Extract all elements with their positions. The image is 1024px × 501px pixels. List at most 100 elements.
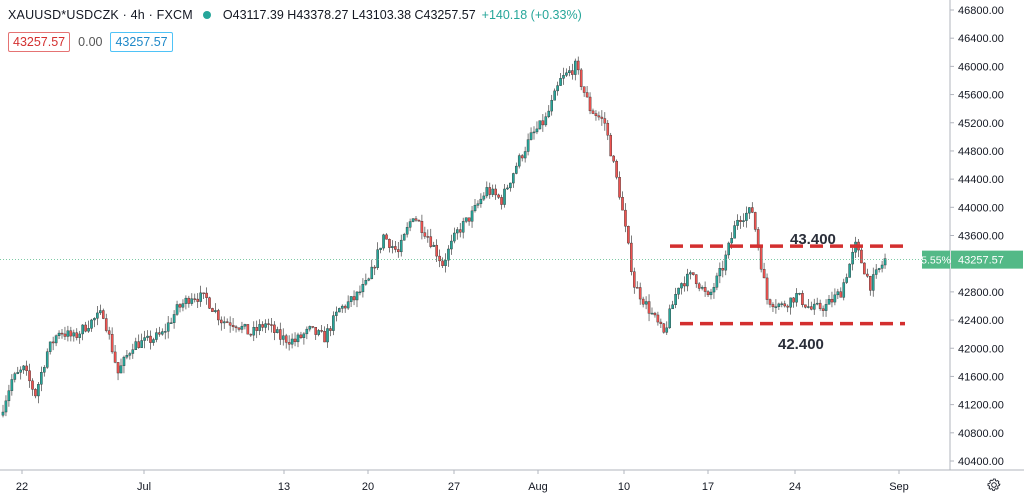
candle-body xyxy=(249,333,253,336)
spread-value: 0.00 xyxy=(78,35,103,49)
candle-body xyxy=(517,155,521,167)
candle-body xyxy=(323,331,326,343)
candle-body xyxy=(405,227,409,235)
candle-body xyxy=(320,330,323,332)
candle-body xyxy=(25,365,28,371)
time-tick-label: 24 xyxy=(789,481,801,493)
candle-body xyxy=(279,329,282,340)
candle-body xyxy=(618,177,621,198)
candle-body xyxy=(146,335,149,338)
symbol-label[interactable]: XAUUSD*USDCZK · 4h · FXCM xyxy=(8,8,193,22)
candle-body xyxy=(765,277,769,300)
candle-body xyxy=(804,304,807,308)
candle-body xyxy=(394,246,397,250)
candle-body xyxy=(464,217,468,222)
candle-body xyxy=(352,296,356,301)
candle-body xyxy=(674,294,677,306)
price-tick-label: 42000.00 xyxy=(958,343,1004,355)
candle-body xyxy=(438,255,441,262)
candle-body xyxy=(621,197,624,211)
time-tick-label: 27 xyxy=(448,481,460,493)
candle-body xyxy=(562,75,565,79)
candle-body xyxy=(730,238,733,244)
candle-body xyxy=(361,284,365,293)
candle-body xyxy=(110,334,114,353)
price-tick-label: 45200.00 xyxy=(958,118,1004,130)
price-tick-label: 41600.00 xyxy=(958,371,1004,383)
candle-body xyxy=(137,341,141,348)
candle-body xyxy=(293,338,297,343)
candle-body xyxy=(600,116,604,119)
candle-body xyxy=(426,236,430,238)
chart-legend: XAUUSD*USDCZK · 4h · FXCM O43117.39 H433… xyxy=(8,8,582,22)
candle-body xyxy=(420,221,424,233)
candle-body xyxy=(346,301,350,309)
candle-body xyxy=(10,379,14,391)
bid-price[interactable]: 43257.57 xyxy=(8,32,71,52)
candle-body xyxy=(40,372,43,385)
candle-body xyxy=(635,287,639,289)
candle-body xyxy=(736,219,739,226)
candle-body xyxy=(458,229,462,233)
candle-body xyxy=(155,332,158,340)
candle-body xyxy=(638,287,642,300)
support-label: 42.400 xyxy=(778,336,824,353)
time-tick-label: Aug xyxy=(528,481,548,493)
candle-body xyxy=(113,351,117,363)
level-lines xyxy=(670,244,905,326)
candle-body xyxy=(456,229,459,234)
candle-body xyxy=(19,369,23,373)
candle-body xyxy=(255,327,259,331)
candle-body xyxy=(520,155,524,159)
candle-body xyxy=(473,205,477,212)
candle-body xyxy=(532,131,536,134)
candle-body xyxy=(81,324,84,335)
candle-body xyxy=(703,287,707,292)
candle-body xyxy=(287,342,291,345)
gear-icon[interactable] xyxy=(986,477,1002,493)
ohlc-values: O43117.39 H43378.27 L43103.38 C43257.57 xyxy=(222,8,476,22)
candle-body xyxy=(706,291,710,296)
candle-body xyxy=(31,380,34,390)
candle-body xyxy=(143,337,146,341)
candle-body xyxy=(753,212,757,230)
candle-body xyxy=(163,331,167,333)
candle-body xyxy=(700,287,704,289)
candle-body xyxy=(571,70,574,75)
candle-body xyxy=(57,332,61,336)
percent-label: 5.55% xyxy=(921,255,951,267)
candle-body xyxy=(296,334,300,343)
candle-body xyxy=(252,327,256,336)
candle-body xyxy=(190,298,194,304)
candle-body xyxy=(166,322,170,332)
candle-body xyxy=(768,299,772,305)
candle-body xyxy=(205,292,208,298)
time-tick-label: 20 xyxy=(362,481,374,493)
ask-price[interactable]: 43257.57 xyxy=(110,32,173,52)
candle-body xyxy=(417,220,421,222)
candle-body xyxy=(122,356,126,366)
candle-body xyxy=(836,291,840,296)
candle-body xyxy=(222,321,226,324)
candle-body xyxy=(833,294,837,303)
candle-body xyxy=(818,302,822,309)
candle-body xyxy=(196,298,200,302)
candle-body xyxy=(240,325,244,330)
candle-body xyxy=(441,260,444,266)
candle-body xyxy=(1,411,5,416)
candle-body xyxy=(314,327,318,335)
candlestick-series xyxy=(1,56,887,418)
candle-body xyxy=(63,333,67,337)
candle-body xyxy=(358,291,362,294)
candle-body xyxy=(553,90,556,101)
candle-body xyxy=(568,70,571,74)
candle-body xyxy=(880,264,884,269)
candle-body xyxy=(299,334,303,338)
candle-body xyxy=(208,297,211,309)
candle-body xyxy=(683,283,686,287)
candle-body xyxy=(842,282,846,298)
candle-body xyxy=(376,249,379,268)
candle-body xyxy=(99,310,102,314)
